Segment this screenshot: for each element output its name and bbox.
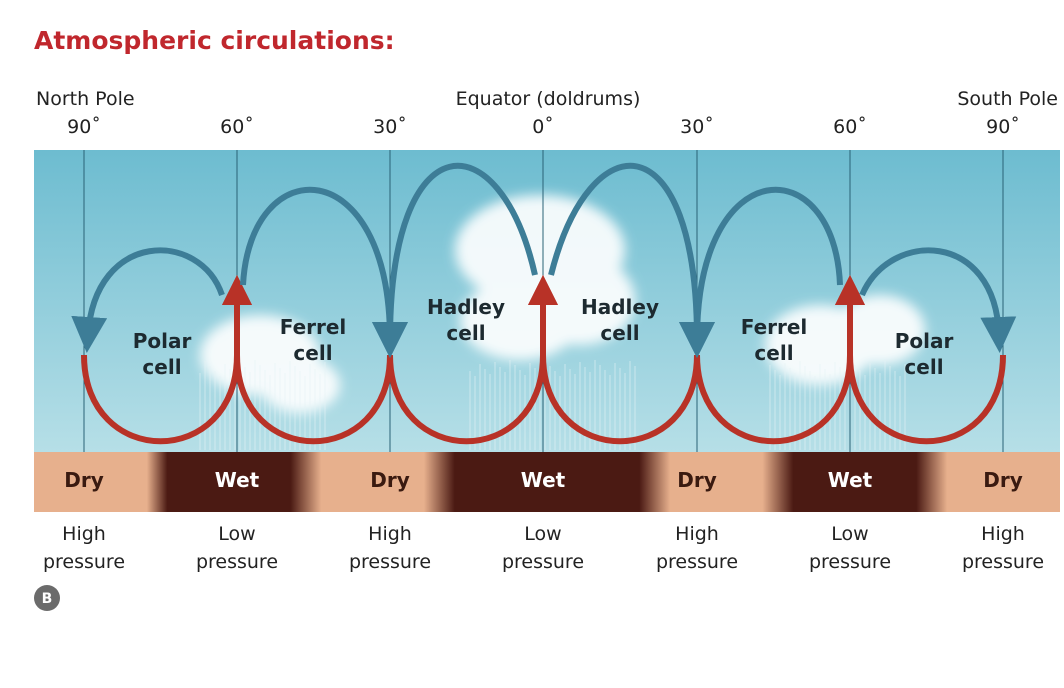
north-pole-label: North Pole [36,88,135,110]
pressure-label: Low pressure [195,523,279,573]
cell-label: Hadley cell [580,295,659,345]
pressure-label: Low pressure [501,523,585,573]
pressure-label: High pressure [42,523,126,573]
latitude-label: 90˚ [67,116,101,138]
pressure-label: High pressure [961,523,1045,573]
title: Atmospheric circulations: [34,26,395,55]
pressure-label: High pressure [348,523,432,573]
south-pole-label: South Pole [957,88,1058,110]
cell-label: Hadley cell [426,295,505,345]
cell-label: Polar cell [894,329,954,379]
latitude-label: 0˚ [532,116,554,138]
latitude-label: 60˚ [833,116,867,138]
band-label: Dry [64,468,104,492]
latitude-label: 60˚ [220,116,254,138]
band-label: Dry [677,468,717,492]
band-label: Dry [983,468,1023,492]
badge: B [42,591,53,607]
band-label: Wet [520,468,566,492]
latitude-label: 30˚ [680,116,714,138]
ground-band [34,452,1060,512]
pressure-label: Low pressure [808,523,892,573]
latitude-label: 90˚ [986,116,1020,138]
latitude-label: 30˚ [373,116,407,138]
band-label: Dry [370,468,410,492]
band-label: Wet [214,468,260,492]
cell-label: Ferrel cell [740,315,808,365]
band-label: Wet [827,468,873,492]
pressure-label: High pressure [655,523,739,573]
badge-circle [34,585,60,611]
equator-label: Equator (doldrums) [455,88,641,110]
surface-flows [81,275,1006,445]
cell-label: Polar cell [132,329,192,379]
cell-label: Ferrel cell [279,315,347,365]
upper-flows [71,163,1017,358]
